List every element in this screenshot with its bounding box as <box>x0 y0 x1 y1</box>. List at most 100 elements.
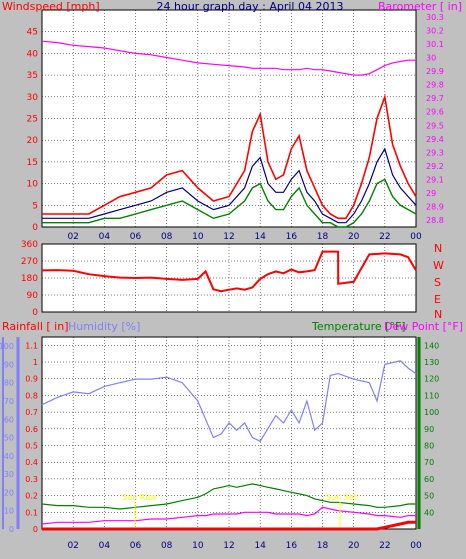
temperature-axis-label: Temperature [°F] <box>311 320 406 333</box>
direction-tick-label: 180 <box>21 274 38 284</box>
humidity-line <box>41 360 417 442</box>
wind-gust-line <box>42 93 417 220</box>
barometer-tick-label: 29.6 <box>426 108 444 117</box>
x-tick-label-top: 12 <box>223 232 234 242</box>
temperature-tick-label: 70 <box>424 458 434 467</box>
barometer-tick-label: 30.1 <box>426 40 444 49</box>
x-tick-label-bottom: 22 <box>379 541 390 551</box>
compass-label-e: E <box>434 293 441 306</box>
x-tick-label-bottom: 02 <box>67 541 78 551</box>
barometer-tick-label: 29.1 <box>426 176 444 185</box>
compass-label-s: S <box>434 276 441 289</box>
x-tick-label-top: 08 <box>161 232 173 242</box>
temperature-tick-label: 80 <box>424 442 434 451</box>
x-tick-label-bottom: 18 <box>317 541 329 551</box>
humidity-tick-label: 20 <box>4 488 14 497</box>
barometer-tick-label: 29.5 <box>426 121 444 130</box>
rainfall-tick-label: 0.3 <box>25 475 38 484</box>
direction-tick-label: 0 <box>32 308 38 318</box>
windspeed-tick-label: 20 <box>27 136 39 146</box>
windspeed-tick-label: 40 <box>27 49 39 59</box>
chart-title: 24 hour graph day : April 04 2013 <box>157 0 344 13</box>
rainfall-tick-label: 0.4 <box>25 458 38 467</box>
temperature-tick-label: 60 <box>424 475 434 484</box>
x-tick-label-top: 14 <box>254 232 266 242</box>
x-tick-label-top: 22 <box>379 232 390 242</box>
compass-label-n-bottom: N <box>434 308 442 321</box>
x-tick-label-top: 00 <box>410 232 422 242</box>
barometer-tick-label: 29.4 <box>426 135 444 144</box>
temperature-tick-label: 50 <box>424 492 434 501</box>
barometer-tick-label: 29 <box>426 189 436 198</box>
temperature-tick-label: 100 <box>424 408 439 417</box>
dewpoint-axis-label: Dew Point [°F] <box>384 320 463 333</box>
humidity-tick-label: 0 <box>9 525 14 534</box>
humidity-tick-label: 10 <box>4 507 14 516</box>
tick-labels: 0202040406060808101012121414161618182020… <box>0 13 444 551</box>
windspeed-tick-label: 25 <box>27 115 38 125</box>
temperature-tick-label: 140 <box>424 341 439 350</box>
windspeed-tick-label: 0 <box>32 223 38 233</box>
humidity-tick-label: 70 <box>4 397 14 406</box>
direction-tick-label: 270 <box>21 257 38 267</box>
x-tick-label-bottom: 14 <box>254 541 266 551</box>
barometer-tick-label: 30.2 <box>426 26 444 35</box>
direction-tick-label: 90 <box>27 291 39 301</box>
series-lines <box>41 40 417 531</box>
rainfall-tick-label: 1 <box>33 358 38 367</box>
temperature-tick-label: 90 <box>424 425 434 434</box>
direction-tick-label: 360 <box>21 240 38 250</box>
humidity-tick-label: 90 <box>4 360 14 369</box>
compass-label-n-top: N <box>434 242 442 255</box>
rainfall-tick-label: 0.9 <box>25 375 38 384</box>
barometer-tick-label: 29.9 <box>426 67 444 76</box>
rainfall-axis-label: Rainfall [ in] <box>2 320 69 333</box>
windspeed-tick-label: 30 <box>27 93 39 103</box>
x-tick-label-bottom: 20 <box>348 541 360 551</box>
humidity-tick-label: 60 <box>4 415 14 424</box>
humidity-axis-label: Humidity [%] <box>68 320 140 333</box>
rainfall-tick-label: 0.5 <box>25 442 38 451</box>
x-tick-label-top: 16 <box>286 232 298 242</box>
rainfall-tick-label: 0.7 <box>25 408 38 417</box>
humidity-tick-label: 40 <box>4 452 14 461</box>
rainfall-tick-label: 0.8 <box>25 391 38 400</box>
humidity-tick-label: 100 <box>0 342 14 351</box>
barometer-tick-label: 29.8 <box>426 81 444 90</box>
x-tick-label-bottom: 10 <box>192 541 204 551</box>
sunset-annotation: Sun Set <box>326 493 357 502</box>
windspeed-tick-label: 15 <box>27 158 38 168</box>
windspeed-tick-label: 10 <box>27 180 39 190</box>
x-tick-label-bottom: 00 <box>410 541 422 551</box>
barometer-line <box>41 40 416 76</box>
x-tick-label-top: 06 <box>130 232 142 242</box>
barometer-tick-label: 29.2 <box>426 162 444 171</box>
rain-line <box>42 520 416 531</box>
rainfall-tick-label: 0 <box>33 525 38 534</box>
x-tick-label-top: 20 <box>348 232 360 242</box>
humidity-tick-label: 50 <box>4 434 14 443</box>
sunrise-annotation: Sun Rise <box>122 493 157 502</box>
barometer-tick-label: 30.3 <box>426 13 444 22</box>
windspeed-tick-label: 5 <box>32 201 38 211</box>
temperature-line <box>41 483 416 510</box>
wind-low-line <box>42 178 417 228</box>
x-tick-label-bottom: 12 <box>223 541 234 551</box>
rainfall-tick-label: 0.2 <box>25 492 38 501</box>
humidity-tick-label: 80 <box>4 379 14 388</box>
barometer-axis-label: Barometer [ in] <box>378 0 462 13</box>
barometer-tick-label: 30 <box>426 53 436 62</box>
x-tick-label-bottom: 08 <box>161 541 173 551</box>
windspeed-tick-label: 35 <box>27 71 38 81</box>
temperature-tick-label: 110 <box>424 391 439 400</box>
wind-direction-line <box>41 250 417 293</box>
x-tick-label-top: 18 <box>317 232 329 242</box>
grid-lines <box>2 10 421 530</box>
temperature-tick-label: 130 <box>424 358 439 367</box>
windspeed-tick-label: 45 <box>27 28 38 38</box>
compass-label-w: W <box>433 259 444 272</box>
wind-average-line <box>42 147 417 224</box>
x-tick-label-top: 10 <box>192 232 204 242</box>
